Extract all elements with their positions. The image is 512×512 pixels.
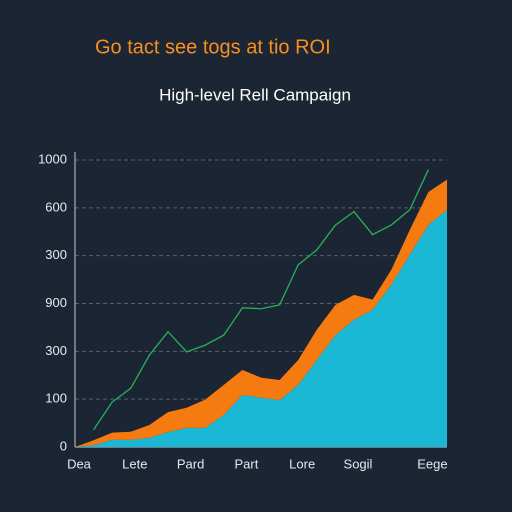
x-tick-label: Pard xyxy=(177,456,204,471)
y-tick-label: 300 xyxy=(45,343,67,358)
y-tick-label: 0 xyxy=(60,438,67,453)
y-tick-label: 100 xyxy=(45,391,67,406)
y-tick-label: 1000 xyxy=(38,151,67,166)
y-tick-label: 900 xyxy=(45,295,67,310)
line xyxy=(93,169,429,431)
y-tick-label: 600 xyxy=(45,199,67,214)
area-band xyxy=(75,179,447,447)
y-tick-label: 300 xyxy=(45,247,67,262)
area xyxy=(75,209,447,447)
x-tick-label: Part xyxy=(234,456,258,471)
chart-title: Go tact see togs at tio ROI xyxy=(95,36,331,58)
x-tick-label: Sogil xyxy=(344,456,373,471)
chart-subtitle: High-level Rell Campaign xyxy=(159,85,351,104)
x-tick-label: Lore xyxy=(289,456,315,471)
x-tick-label: Dea xyxy=(67,456,92,471)
x-tick-label: Eege xyxy=(417,456,447,471)
x-tick-label: Lete xyxy=(122,456,147,471)
